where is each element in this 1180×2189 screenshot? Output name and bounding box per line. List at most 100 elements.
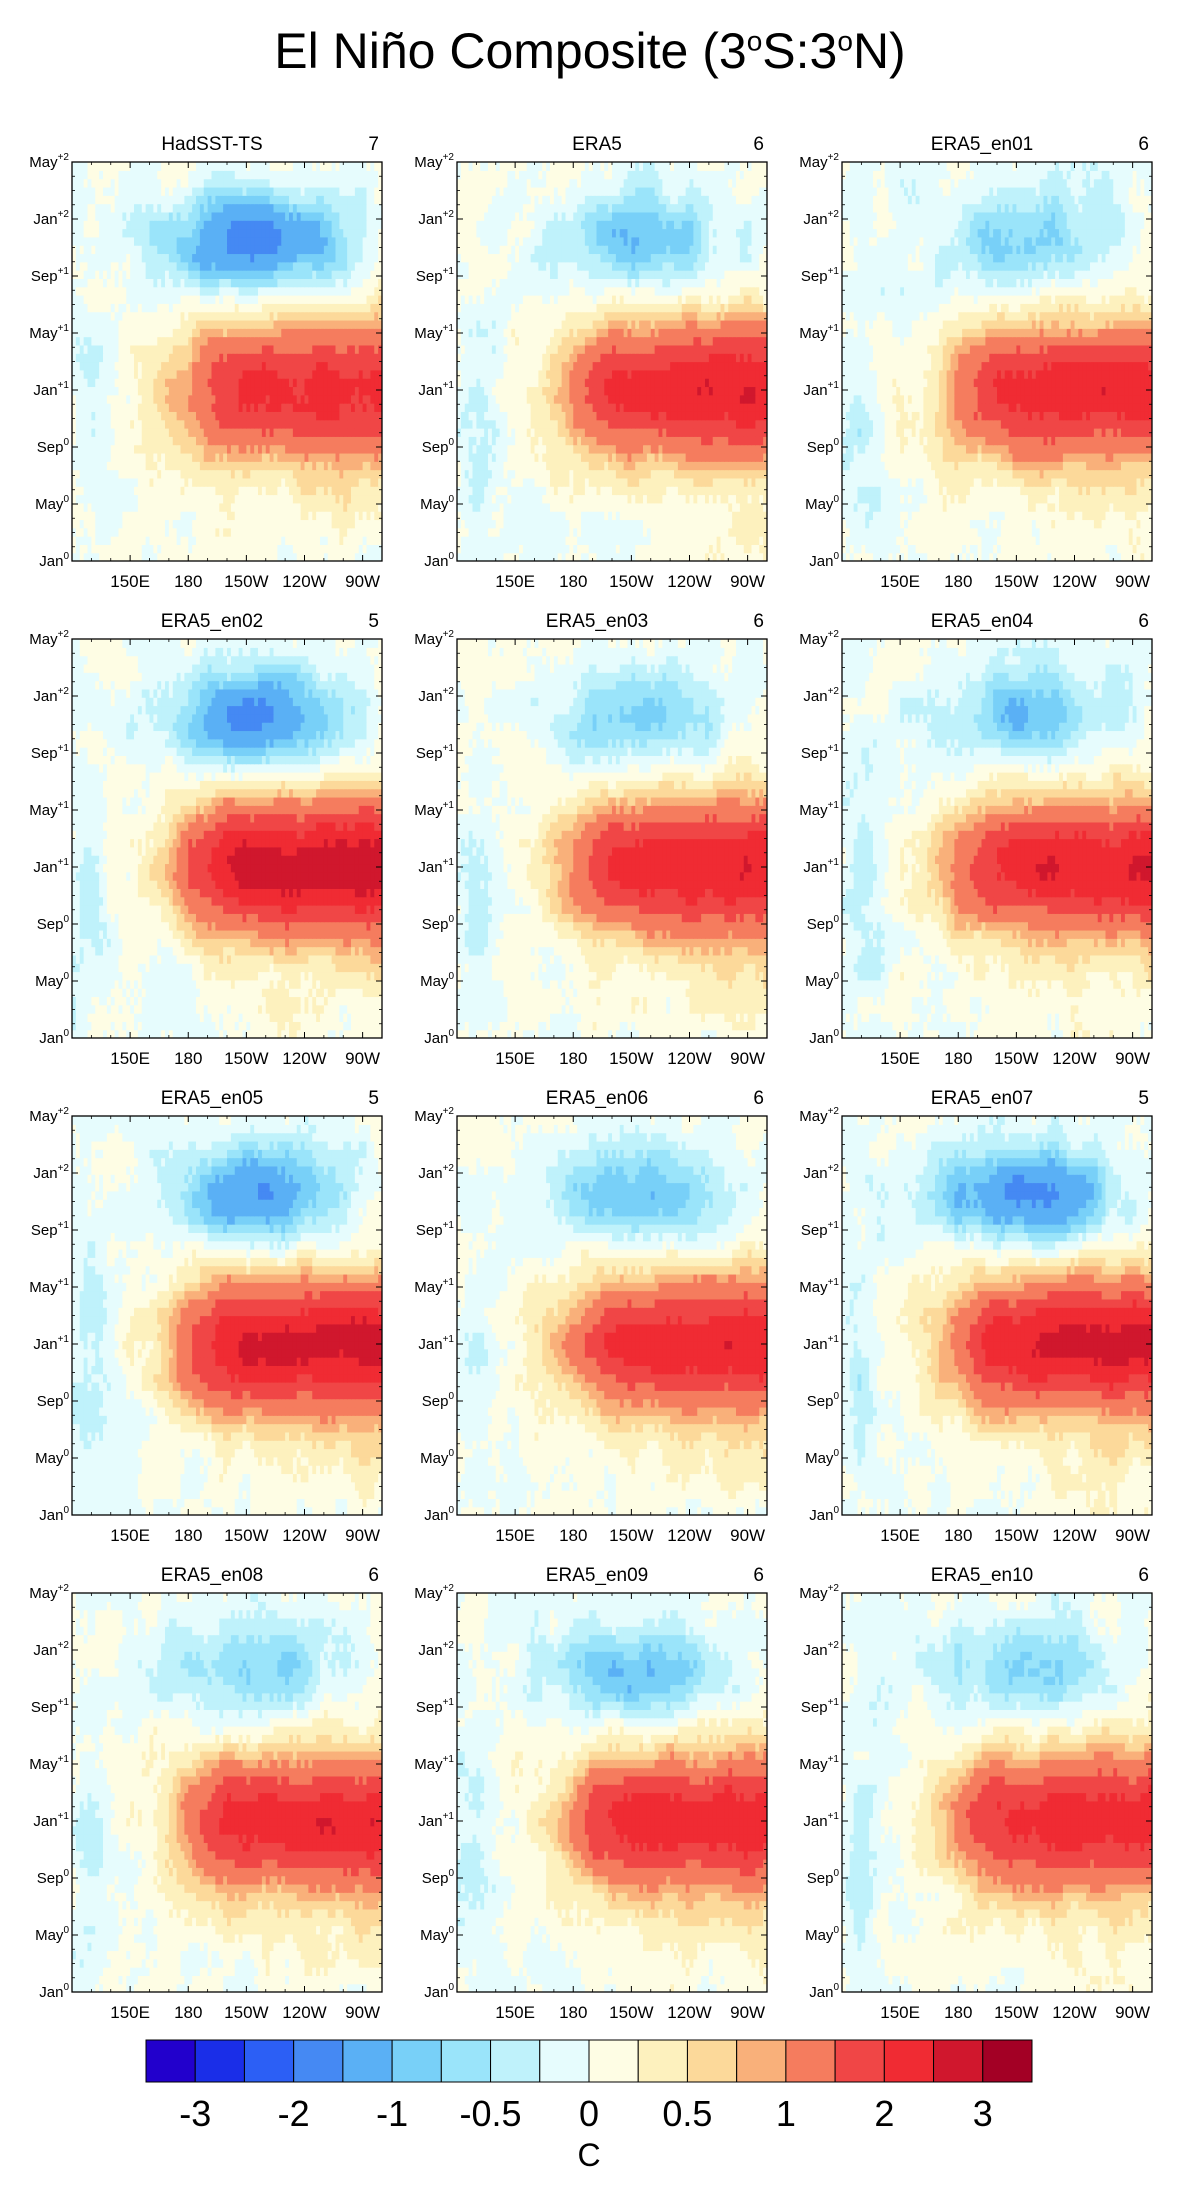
heatmap-cell: [366, 544, 371, 554]
heatmap-cell: [254, 519, 259, 529]
heatmap-cell: [95, 394, 100, 404]
heatmap-cell: [211, 211, 216, 221]
heatmap-cell: [354, 195, 360, 205]
heatmap-cell: [312, 303, 317, 313]
heatmap-cell: [106, 162, 112, 171]
heatmap-cell: [323, 378, 329, 388]
heatmap-cell: [103, 419, 108, 429]
heatmap-cell: [130, 369, 135, 379]
heatmap-cell: [196, 369, 201, 379]
heatmap-cell: [165, 378, 170, 388]
heatmap-cell: [751, 552, 756, 561]
heatmap-cell: [327, 195, 333, 205]
heatmap-cell: [196, 311, 201, 321]
heatmap-cell: [83, 186, 89, 196]
heatmap-cell: [87, 378, 92, 388]
heatmap-cell: [534, 536, 539, 545]
heatmap-cell: [662, 511, 667, 521]
heatmap-cell: [203, 328, 209, 338]
heatmap-cell: [285, 178, 290, 188]
heatmap-cell: [110, 286, 116, 296]
heatmap-cell: [331, 527, 337, 537]
heatmap-cell: [480, 469, 485, 479]
heatmap-cell: [184, 311, 189, 321]
heatmap-cell: [207, 527, 213, 537]
heatmap-cell: [215, 361, 220, 371]
heatmap-cell: [72, 519, 77, 529]
heatmap-cell: [763, 486, 767, 496]
heatmap-cell: [180, 236, 185, 246]
heatmap-cell: [258, 319, 263, 329]
heatmap-cell: [480, 461, 485, 471]
heatmap-cell: [130, 469, 135, 479]
heatmap-cell: [693, 544, 698, 554]
heatmap-cell: [507, 552, 512, 561]
heatmap-cell: [351, 278, 356, 288]
heatmap-cell: [203, 511, 209, 521]
heatmap-cell: [327, 477, 333, 487]
heatmap-cell: [739, 461, 745, 471]
heatmap-cell: [103, 278, 108, 288]
heatmap-cell: [87, 477, 92, 487]
heatmap-cell: [316, 270, 321, 279]
heatmap-cell: [292, 319, 298, 329]
heatmap-cell: [83, 336, 89, 346]
heatmap-cell: [488, 536, 493, 545]
heatmap-cell: [650, 452, 656, 462]
heatmap-cell: [685, 452, 691, 462]
heatmap-cell: [223, 452, 228, 462]
heatmap-cell: [354, 203, 360, 213]
heatmap-cell: [258, 170, 263, 180]
heatmap-cell: [480, 502, 485, 512]
heatmap-cell: [358, 552, 364, 561]
heatmap-cell: [149, 527, 154, 537]
heatmap-cell: [95, 203, 100, 213]
heatmap-cell: [207, 311, 213, 321]
heatmap-cell: [273, 236, 278, 246]
heatmap-cell: [374, 195, 379, 205]
heatmap-cell: [281, 544, 286, 554]
heatmap-cell: [258, 511, 263, 521]
heatmap-cell: [747, 527, 753, 537]
heatmap-cell: [196, 469, 201, 479]
heatmap-cell: [312, 328, 317, 338]
heatmap-cell: [106, 278, 112, 288]
heatmap-cell: [207, 552, 213, 561]
heatmap-cell: [103, 369, 108, 379]
heatmap-cell: [296, 236, 302, 246]
heatmap-cell: [615, 461, 621, 471]
heatmap-cell: [215, 270, 220, 279]
heatmap-cell: [751, 452, 756, 462]
heatmap-cell: [747, 519, 753, 529]
heatmap-cell: [331, 536, 337, 545]
heatmap-cell: [103, 386, 108, 396]
heatmap-cell: [95, 403, 100, 412]
heatmap-cell: [188, 178, 193, 188]
heatmap-cell: [569, 527, 574, 537]
heatmap-cell: [569, 544, 574, 554]
heatmap-cell: [300, 403, 306, 412]
heatmap-cell: [137, 286, 143, 296]
heatmap-cell: [736, 452, 741, 462]
heatmap-cell: [172, 544, 178, 554]
heatmap-cell: [362, 361, 368, 371]
heatmap-cell: [277, 170, 282, 180]
heatmap-cell: [339, 436, 344, 446]
heatmap-cell: [650, 477, 656, 487]
heatmap-cell: [728, 544, 733, 554]
heatmap-cell: [316, 378, 321, 388]
heatmap-cell: [91, 519, 96, 529]
heatmap-cell: [114, 369, 120, 379]
heatmap-cell: [347, 444, 352, 454]
heatmap-cell: [327, 253, 333, 263]
heatmap-cell: [569, 519, 574, 529]
heatmap-cell: [269, 353, 275, 363]
heatmap-cell: [612, 494, 617, 504]
heatmap-cell: [724, 544, 729, 554]
heatmap-cell: [199, 228, 205, 238]
heatmap-cell: [87, 286, 92, 296]
heatmap-cell: [180, 386, 185, 396]
heatmap-cell: [110, 328, 116, 338]
heatmap-cell: [542, 544, 547, 554]
heatmap-cell: [296, 211, 302, 221]
